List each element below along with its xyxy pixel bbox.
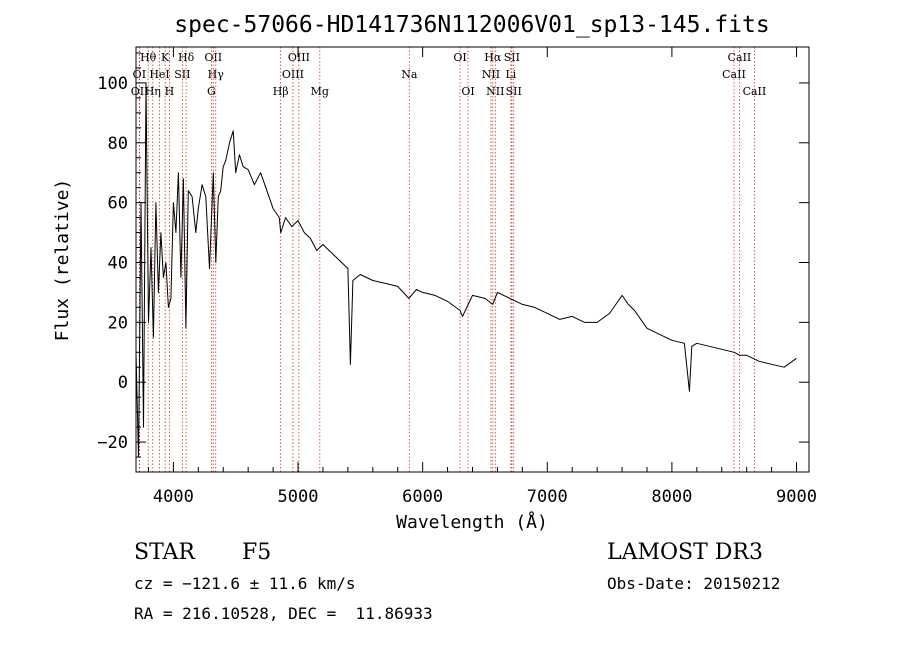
line-marker-label: Na [401,68,418,81]
line-marker-label: NII [482,68,500,81]
line-marker-label: H [165,85,175,98]
line-marker-label: Mg [311,85,329,98]
line-marker-label: HeI [149,68,169,81]
y-tick-label: 100 [97,74,128,94]
spectrum-chart: spec-57066-HD141736N112006V01_sp13-145.f… [52,12,817,533]
x-tick-label: 9000 [776,487,817,507]
line-marker-label: OII [204,51,222,64]
x-tick-label: 8000 [651,487,692,507]
line-marker-label: OIII [282,68,304,81]
series-line-spectrum [135,82,797,458]
line-marker-label: K [161,51,170,64]
object-subclass: F5 [242,540,272,565]
line-marker-label: Hδ [178,51,195,64]
line-marker-label: CaII [722,68,746,81]
y-tick-label: 40 [108,253,128,273]
line-marker-label: SII [506,85,522,98]
x-tick-label: 5000 [278,487,319,507]
plot-frame [135,46,810,473]
object-class: STAR [134,540,195,565]
series-layer [135,82,797,458]
line-marker-label: OI [461,85,474,98]
y-tick-label: −20 [97,433,128,453]
line-marker-label: Hα [484,51,502,64]
x-tick-label: 7000 [527,487,568,507]
survey-name: LAMOST DR3 [607,540,763,565]
y-tick-label: 0 [118,373,128,393]
line-marker-label: Hγ [208,68,225,81]
y-tick-label: 80 [108,134,128,154]
x-tick-label: 4000 [153,487,194,507]
line-marker-label: NII [486,85,504,98]
line-marker-label: Hβ [273,85,289,98]
line-marker-label: SII [174,68,190,81]
cz-value: cz = −121.6 ± 11.6 km/s [134,574,356,593]
line-marker-label: SII [504,51,520,64]
line-marker-label: CaII [728,51,752,64]
obs-date: Obs-Date: 20150212 [607,574,781,593]
line-marker-label: OIII [288,51,310,64]
line-marker-label: OI [453,51,466,64]
line-marker-label: G [207,85,216,98]
chart-title: spec-57066-HD141736N112006V01_sp13-145.f… [174,12,769,38]
x-tick-label: 6000 [402,487,443,507]
line-marker-label: Hθ [140,51,157,64]
line-marker-label: CaII [743,85,767,98]
y-axis-label: Flux (relative) [52,179,73,342]
y-tick-label: 60 [108,194,128,214]
line-marker-label: OII [131,85,149,98]
line-marker-label: Li [505,68,516,81]
y-tick-label: 20 [108,313,128,333]
line-marker-label: Hη [145,85,161,98]
axis-ticks: 4000 5000 6000 7000 8000 9000 −20 0 20 40 60 80 100 [97,47,817,507]
x-axis-label: Wavelength (Å) [396,511,548,533]
ra-dec: RA = 216.10528, DEC = 11.86933 [134,604,433,623]
